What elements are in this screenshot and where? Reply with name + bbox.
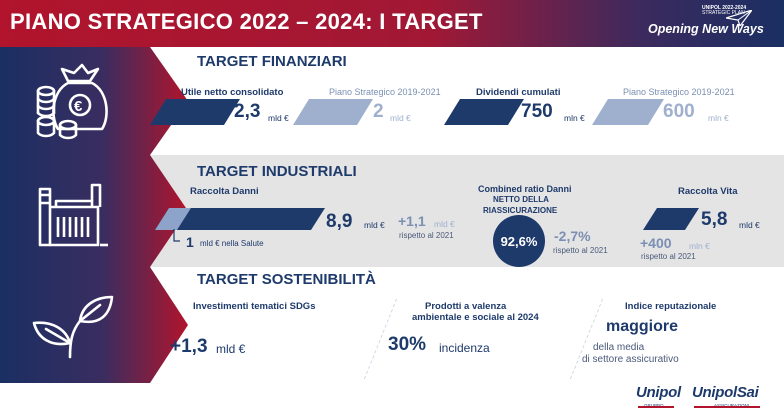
unipolsai-logo-underline (694, 406, 760, 408)
money-bag-icon: € (36, 63, 108, 140)
prodotti-unit: incidenza (439, 341, 490, 355)
salute-value: 1 (186, 234, 194, 250)
dividendi-prev-unit: mln € (708, 113, 729, 123)
panel-target-industriali: TARGET INDUSTRIALI Raccolta Danni 8,9 ml… (0, 155, 784, 267)
dividendi-value: 750 (521, 101, 553, 122)
divider (569, 299, 604, 379)
combined-ratio-delta: -2,7% (554, 228, 591, 244)
svg-text:€: € (74, 98, 83, 115)
investimenti-label: Investimenti tematici SDGs (193, 301, 316, 312)
dividendi-unit: mln € (564, 113, 585, 123)
brand-plan-label: UNIPOL 2022-2024 STRATEGIC PLAN (702, 5, 747, 16)
raccolta-vita-unit: mld € (739, 220, 760, 230)
dividendi-prev-label: Piano Strategico 2019-2021 (623, 87, 735, 97)
dividendi-bar (444, 99, 524, 125)
panel-target-sostenibilita: TARGET SOSTENIBILITÀ Investimenti temati… (0, 267, 784, 418)
unipolsai-logo-sub: ASSICURAZIONI (714, 403, 749, 408)
raccolta-danni-value: 8,9 (326, 211, 353, 232)
dividendi-prev-bar (592, 99, 664, 125)
unipolsai-logo: UnipolSai (692, 384, 759, 401)
reputazionale-value: maggiore (606, 318, 679, 335)
reputazionale-label: Indice reputazionale (625, 301, 717, 312)
danni-delta-unit: mld € (434, 219, 455, 229)
combined-ratio-label-2: NETTO DELLA (493, 195, 549, 204)
panel-target-finanziari: € TARGET FINANZIARI Utile netto consolid… (0, 47, 784, 155)
utile-prev-unit: mld € (390, 113, 411, 123)
header-banner: PIANO STRATEGICO 2022 – 2024: I TARGET U… (0, 0, 784, 47)
dividendi-label: Dividendi cumulati (476, 87, 561, 98)
combined-ratio-delta-note: rispetto al 2021 (553, 246, 608, 255)
unipol-logo-underline (638, 406, 674, 408)
utile-bar (150, 99, 240, 125)
section-title-finanziari: TARGET FINANZIARI (197, 53, 347, 70)
brand-tagline: Opening New Ways (648, 22, 764, 36)
reputazionale-note-1: della media (593, 342, 645, 353)
raccolta-vita-label: Raccolta Vita (678, 186, 738, 197)
section-icon-band (0, 155, 188, 267)
raccolta-danni-unit: mld € (364, 220, 385, 230)
section-title-industriali: TARGET INDUSTRIALI (197, 163, 357, 180)
utile-label: Utile netto consolidato (181, 87, 284, 98)
brand-logo: UNIPOL 2022-2024 STRATEGIC PLAN Opening N… (648, 4, 778, 44)
utile-prev-value: 2 (373, 101, 384, 122)
salute-connector (173, 229, 180, 242)
vita-delta-value: +400 (640, 235, 672, 251)
paper-plane-icon (726, 10, 752, 26)
raccolta-vita-value: 5,8 (701, 209, 728, 230)
prodotti-label-2: ambientale e sociale al 2024 (412, 312, 539, 323)
combined-ratio-label-3: RIASSICURAZIONE (483, 206, 558, 215)
section-title-sostenibilita: TARGET SOSTENIBILITÀ (197, 271, 376, 288)
investimenti-value: +1,3 (170, 336, 208, 357)
combined-ratio-label: Combined ratio Danni (478, 184, 572, 194)
utile-prev-label: Piano Strategico 2019-2021 (329, 87, 441, 97)
raccolta-danni-label: Raccolta Danni (190, 186, 259, 197)
page-title: PIANO STRATEGICO 2022 – 2024: I TARGET (10, 9, 483, 34)
prodotti-value: 30% (388, 334, 427, 355)
utile-unit: mld € (268, 113, 289, 123)
investimenti-unit: mld € (216, 342, 246, 356)
vita-delta-unit: mln € (689, 241, 710, 251)
leaf-icon (32, 295, 114, 359)
vita-delta-note: rispetto al 2021 (641, 252, 696, 261)
factory-icon (38, 183, 108, 247)
danni-delta-note: rispetto al 2021 (399, 231, 454, 240)
unipol-logo: Unipol (636, 384, 681, 401)
section-icon-band (0, 47, 188, 155)
reputazionale-note-2: di settore assicurativo (582, 354, 679, 365)
raccolta-vita-bar (643, 208, 699, 230)
prodotti-label-1: Prodotti a valenza (425, 301, 507, 312)
dividendi-prev-value: 600 (663, 101, 695, 122)
danni-delta-value: +1,1 (398, 213, 426, 229)
raccolta-danni-bar (155, 208, 325, 230)
utile-value: 2,3 (234, 101, 261, 122)
footer-logos: Unipol GRUPPO UnipolSai ASSICURAZIONI (636, 384, 780, 414)
utile-prev-bar (293, 99, 373, 125)
section-icon-band (0, 267, 188, 383)
salute-unit: mld € nella Salute (200, 239, 264, 248)
unipol-logo-sub: GRUPPO (644, 403, 664, 408)
combined-ratio-value: 92,6% (493, 215, 545, 267)
